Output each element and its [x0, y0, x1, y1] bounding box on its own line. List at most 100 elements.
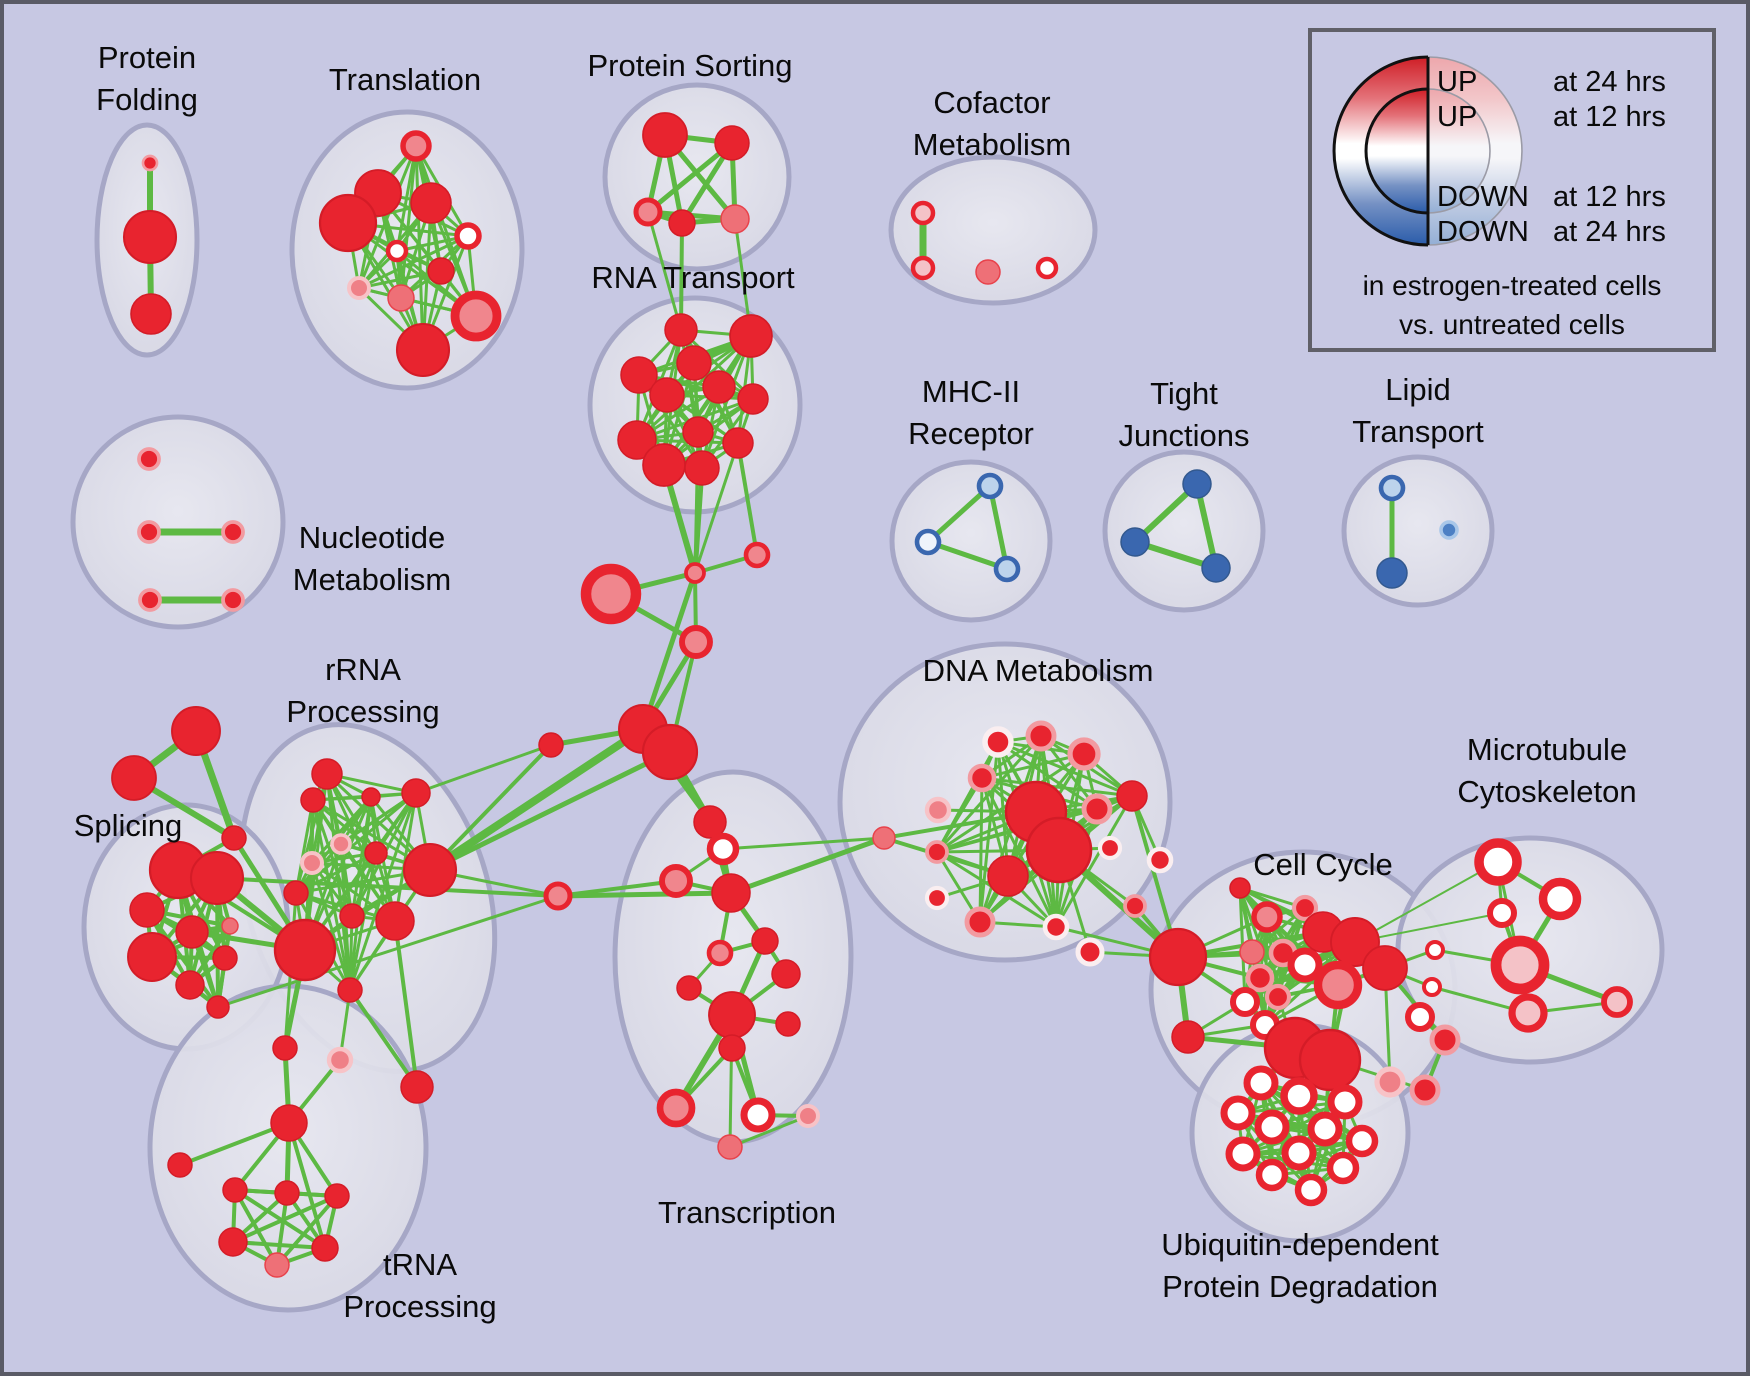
- gene-node: [222, 1177, 248, 1203]
- gene-node: [270, 1104, 308, 1142]
- network-edge: [700, 334, 753, 470]
- gene-node: [450, 290, 502, 342]
- gene-node: [910, 200, 936, 226]
- cluster-label-rrna-processing: rRNA: [325, 652, 401, 687]
- gene-node: [339, 903, 365, 929]
- gene-node: [311, 758, 343, 790]
- gene-node: [127, 932, 177, 982]
- gene-node: [1225, 1136, 1261, 1172]
- gene-node: [1429, 1024, 1461, 1056]
- gene-node: [1239, 939, 1265, 965]
- gene-node: [924, 796, 952, 824]
- gene-node: [693, 805, 727, 839]
- gene-node: [1313, 960, 1363, 1010]
- network-edge: [294, 798, 315, 895]
- gene-node: [642, 112, 688, 158]
- cluster-nucleotide-metabolism: [70, 414, 286, 630]
- gene-node: [401, 778, 431, 808]
- gene-node: [964, 906, 996, 938]
- legend-gradient-circle-icon: [1332, 55, 1523, 247]
- gene-node: [129, 892, 165, 928]
- gene-node: [649, 377, 685, 413]
- gene-node: [1182, 469, 1212, 499]
- cluster-label-ubiquitin-degradation: Ubiquitin-dependent: [1161, 1227, 1439, 1262]
- gene-node: [111, 755, 157, 801]
- cluster-label-splicing: Splicing: [74, 808, 183, 843]
- gene-node: [914, 528, 942, 556]
- network-edge: [414, 743, 553, 795]
- gene-node: [1307, 1111, 1343, 1147]
- gene-node: [212, 945, 238, 971]
- cluster-label-trna-processing: Processing: [343, 1289, 496, 1324]
- gene-node: [1243, 1065, 1279, 1101]
- network-edge: [980, 752, 1086, 780]
- gene-node: [722, 427, 754, 459]
- gene-node: [385, 239, 409, 263]
- gene-node: [1171, 1020, 1205, 1054]
- network-edge: [233, 1188, 327, 1250]
- legend-time-12up: at 12 hrs: [1553, 101, 1666, 133]
- gene-node: [975, 259, 1001, 285]
- gene-node: [684, 562, 706, 584]
- cluster-label-ubiquitin-degradation: Protein Degradation: [1162, 1269, 1438, 1304]
- network-edge: [348, 988, 419, 1089]
- network-edge: [311, 798, 378, 855]
- legend-level-down-12: DOWN: [1437, 181, 1529, 213]
- cluster-label-nucleotide-metabolism: Nucleotide: [299, 520, 445, 555]
- network-edge: [311, 798, 354, 918]
- gene-node: [1220, 1095, 1256, 1131]
- gene-node: [1075, 937, 1105, 967]
- gene-node: [1281, 1135, 1317, 1171]
- gene-node: [175, 915, 209, 949]
- gene-node: [387, 284, 415, 312]
- network-edge: [728, 1114, 810, 1149]
- gene-node: [326, 1046, 354, 1074]
- cluster-label-microtubule-cytoskeleton: Microtubule: [1467, 732, 1627, 767]
- gene-node: [221, 588, 245, 612]
- gene-node: [993, 555, 1021, 583]
- cluster-label-dna-metabolism: DNA Metabolism: [923, 653, 1154, 688]
- gene-node: [427, 257, 455, 285]
- gene-node: [1264, 983, 1292, 1011]
- network-edge: [357, 234, 470, 290]
- gene-node: [1326, 1151, 1360, 1185]
- legend-footnote-line1: in estrogen-treated cells: [1363, 270, 1662, 301]
- gene-node: [617, 420, 657, 460]
- gene-node: [796, 1104, 820, 1128]
- network-edge: [275, 1194, 339, 1267]
- gene-node: [1025, 720, 1057, 752]
- cluster-label-cofactor-metabolism: Cofactor: [933, 85, 1050, 120]
- network-edge: [1354, 912, 1503, 943]
- gene-node: [982, 726, 1014, 758]
- gene-node: [130, 293, 172, 335]
- gene-node: [633, 197, 663, 227]
- network-edge: [925, 483, 993, 545]
- network-edge: [646, 210, 683, 332]
- gene-node: [1425, 940, 1445, 960]
- gene-node: [1116, 780, 1148, 812]
- network-edge: [427, 749, 673, 873]
- gene-node: [347, 276, 371, 300]
- gene-node: [324, 1183, 350, 1209]
- gene-node: [402, 842, 458, 898]
- gene-node: [1245, 963, 1275, 993]
- gene-node: [924, 885, 950, 911]
- gene-node: [1097, 835, 1123, 861]
- gene-node: [1538, 877, 1582, 921]
- gene-node: [668, 209, 696, 237]
- gene-node: [206, 995, 230, 1019]
- network-edge: [357, 269, 443, 290]
- gene-node: [702, 370, 736, 404]
- gene-node: [221, 825, 247, 851]
- cluster-labels: Protein Folding Translation Protein Sorting…: [74, 40, 1637, 1324]
- gene-node: [1229, 877, 1251, 899]
- network-edge: [721, 836, 886, 851]
- gene-node: [659, 864, 693, 898]
- gene-node: [976, 472, 1004, 500]
- gene-node: [361, 787, 381, 807]
- gene-node: [538, 732, 564, 758]
- gene-node: [400, 130, 432, 162]
- cluster-label-mhc-ii-receptor: MHC-II: [922, 374, 1020, 409]
